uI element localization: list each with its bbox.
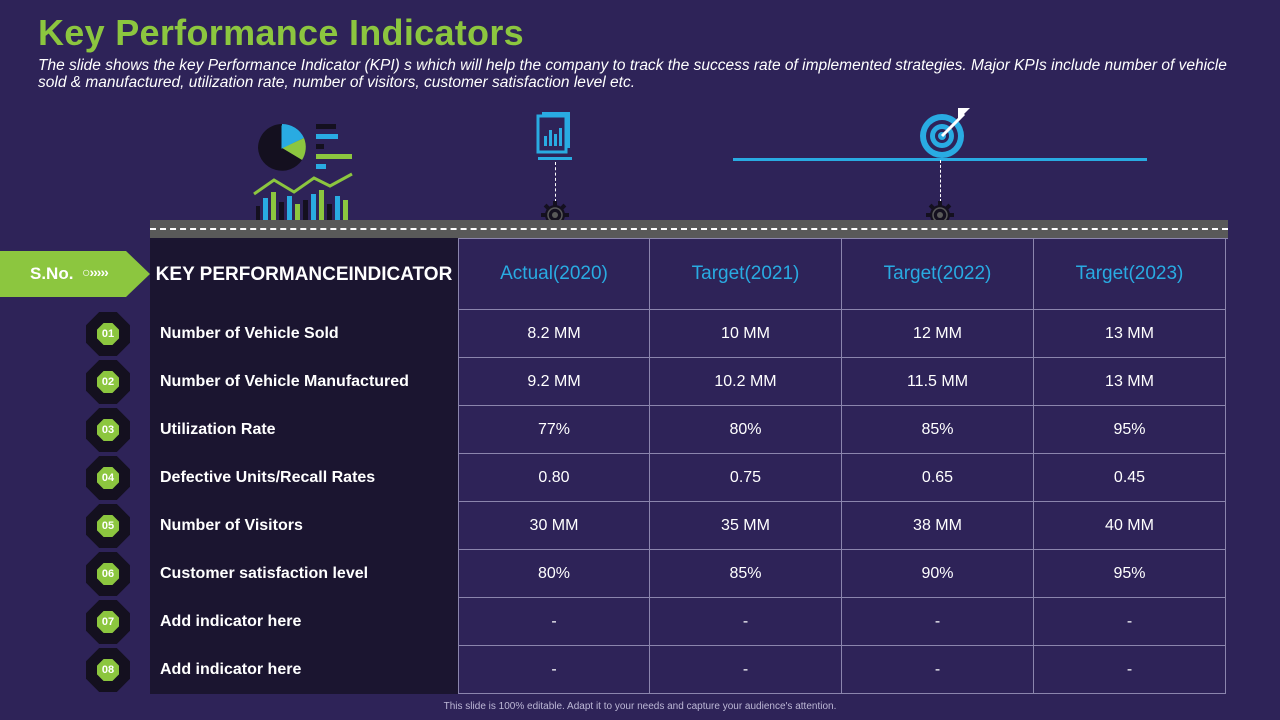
kpi-name: Number of Visitors (160, 517, 303, 534)
table-top-border (458, 238, 1228, 239)
table-cell: 10.2 MM (650, 358, 842, 406)
table-cell: - (650, 598, 842, 646)
row-number-badge: 06 (86, 552, 130, 596)
sno-tab: S.No. ○››››› (0, 251, 150, 297)
report-document-icon (536, 112, 572, 160)
connector-line (555, 162, 556, 202)
row-number-badge: 05 (86, 504, 130, 548)
page-title: Key Performance Indicators (38, 12, 524, 53)
row-number-badge: 04 (86, 456, 130, 500)
column-header: Target (2022) (842, 238, 1034, 310)
row-number: 06 (97, 563, 119, 585)
row-number-badge: 02 (86, 360, 130, 404)
table-cell: 13 MM (1034, 358, 1226, 406)
row-number-badge: 08 (86, 648, 130, 692)
table-cell: - (842, 598, 1034, 646)
table-cell: - (1034, 598, 1226, 646)
table-cell: 95% (1034, 406, 1226, 454)
table-cell: 90% (842, 550, 1034, 598)
table-cell: 0.65 (842, 454, 1034, 502)
table-cell: 10 MM (650, 310, 842, 358)
target-icon (920, 108, 970, 158)
kpi-name: Defective Units/Recall Rates (160, 469, 376, 486)
table-cell: - (1034, 646, 1226, 694)
connector-line (940, 160, 941, 202)
kpi-name: Number of Vehicle Sold (160, 325, 339, 342)
table-cell: 35 MM (650, 502, 842, 550)
sno-decoration: ○››››› (82, 264, 109, 280)
table-cell: - (842, 646, 1034, 694)
chart-dashboard-icon (253, 123, 353, 220)
table-cell: - (650, 646, 842, 694)
column-header: Actual (2020) (458, 238, 650, 310)
table-cell: 40 MM (1034, 502, 1226, 550)
table-cell: 95% (1034, 550, 1226, 598)
kpi-name: Add indicator here (160, 661, 302, 678)
kpi-column (150, 238, 458, 694)
kpi-name: Add indicator here (160, 613, 302, 630)
table-cell: 85% (842, 406, 1034, 454)
table-cell: 8.2 MM (458, 310, 650, 358)
row-number: 02 (97, 371, 119, 393)
sno-label: S.No. (30, 264, 74, 283)
kpi-column-header: KEY PERFORMANCE INDICATOR (155, 263, 453, 285)
table-cell: 85% (650, 550, 842, 598)
table-cell: 0.75 (650, 454, 842, 502)
kpi-name: Customer satisfaction level (160, 565, 369, 582)
table-cell: 9.2 MM (458, 358, 650, 406)
table-cell: 11.5 MM (842, 358, 1034, 406)
table-cell: 38 MM (842, 502, 1034, 550)
kpi-name: Number of Vehicle Manufactured (160, 373, 409, 390)
road-dash-line (150, 228, 1228, 230)
row-number: 01 (97, 323, 119, 345)
row-number-badge: 03 (86, 408, 130, 452)
column-header: Target (2023) (1034, 238, 1226, 310)
table-cell: 80% (650, 406, 842, 454)
footer-note: This slide is 100% editable. Adapt it to… (443, 701, 837, 712)
table-cell: 0.45 (1034, 454, 1226, 502)
kpi-table: KEY PERFORMANCE INDICATOR Actual (2020) Tar… (150, 238, 1228, 694)
table-cell: 0.80 (458, 454, 650, 502)
table-cell: - (458, 598, 650, 646)
row-number: 08 (97, 659, 119, 681)
timeline-line (733, 158, 1147, 161)
row-number: 07 (97, 611, 119, 633)
row-number: 03 (97, 419, 119, 441)
table-cell: - (458, 646, 650, 694)
column-header: Target (2021) (650, 238, 842, 310)
row-number-badge: 01 (86, 312, 130, 356)
table-cell: 77% (458, 406, 650, 454)
kpi-name: Utilization Rate (160, 421, 276, 438)
row-number: 04 (97, 467, 119, 489)
row-number-badge: 07 (86, 600, 130, 644)
table-cell: 12 MM (842, 310, 1034, 358)
page-subtitle: The slide shows the key Performance Indi… (38, 57, 1227, 91)
table-cell: 13 MM (1034, 310, 1226, 358)
row-number: 05 (97, 515, 119, 537)
table-cell: 30 MM (458, 502, 650, 550)
table-cell: 80% (458, 550, 650, 598)
